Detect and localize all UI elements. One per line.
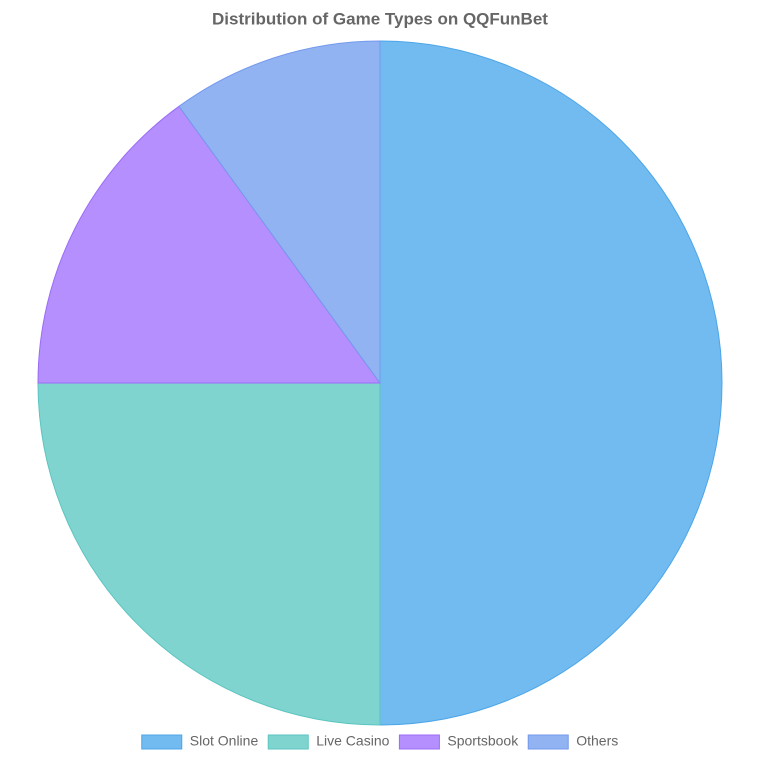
legend-label: Slot Online (190, 733, 259, 749)
pie-slice (37, 382, 381, 726)
legend: Slot Online Live Casino Sportsbook Others (141, 733, 618, 750)
legend-label: Others (576, 733, 618, 749)
pie-slice (379, 40, 723, 726)
legend-swatch (267, 734, 309, 750)
legend-swatch (527, 734, 569, 750)
pie-slice (178, 40, 381, 385)
legend-swatch (398, 734, 440, 750)
legend-label: Live Casino (316, 733, 389, 749)
chart-title: Distribution of Game Types on QQFunBet (212, 9, 548, 28)
pie (37, 40, 723, 726)
legend-label: Sportsbook (447, 733, 519, 749)
legend-swatch (141, 734, 183, 750)
pie-slice (37, 105, 381, 384)
